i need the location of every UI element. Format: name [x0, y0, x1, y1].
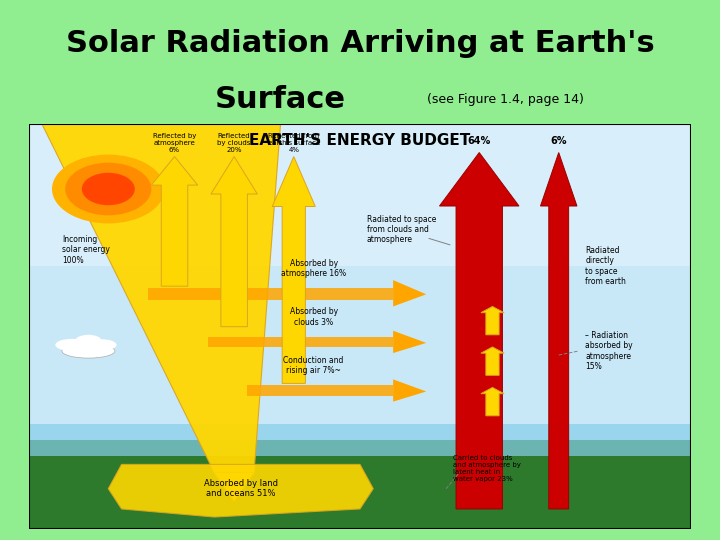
Text: 6%: 6% [551, 137, 567, 146]
Polygon shape [393, 379, 426, 402]
Polygon shape [481, 347, 504, 375]
Polygon shape [108, 464, 373, 517]
Text: Absorbed by land
and oceans 51%: Absorbed by land and oceans 51% [204, 479, 278, 498]
Circle shape [82, 173, 135, 205]
Polygon shape [541, 152, 577, 509]
Bar [29, 424, 691, 456]
Polygon shape [211, 157, 257, 327]
Text: Carried to clouds
and atmosphere by
latent heat in
water vapor 23%: Carried to clouds and atmosphere by late… [453, 455, 521, 482]
Polygon shape [393, 330, 426, 353]
Text: Reflected by
atmosphere
6%: Reflected by atmosphere 6% [153, 132, 197, 152]
Text: Solar Radiation Arriving at Earth's: Solar Radiation Arriving at Earth's [66, 29, 654, 58]
Polygon shape [42, 124, 281, 472]
Text: Incoming
solar energy
100%: Incoming solar energy 100% [62, 235, 109, 265]
Text: EARTH'S ENERGY BUDGET: EARTH'S ENERGY BUDGET [249, 133, 471, 148]
Bar [248, 386, 393, 395]
Ellipse shape [87, 339, 117, 350]
Polygon shape [439, 152, 519, 509]
Text: Absorbed by
clouds 3%: Absorbed by clouds 3% [289, 307, 338, 327]
Text: Reflected
by clouds
20%: Reflected by clouds 20% [217, 132, 251, 152]
Text: 64%: 64% [467, 137, 491, 146]
Text: Radiated
directly
to space
from earth: Radiated directly to space from earth [585, 246, 626, 286]
Ellipse shape [62, 344, 115, 358]
Circle shape [66, 163, 151, 215]
Polygon shape [393, 280, 426, 306]
Bar [29, 124, 691, 266]
Text: Reflected from
earth's surface
4%: Reflected from earth's surface 4% [268, 132, 320, 152]
Ellipse shape [55, 339, 89, 351]
Ellipse shape [75, 335, 102, 347]
Text: Absorbed by
atmosphere 16%: Absorbed by atmosphere 16% [281, 259, 346, 278]
Bar [148, 288, 393, 300]
Text: Conduction and
rising air 7%~: Conduction and rising air 7%~ [284, 356, 344, 375]
Polygon shape [151, 157, 198, 286]
Bar [29, 440, 691, 529]
Text: Radiated to space
from clouds and
atmosphere: Radiated to space from clouds and atmosp… [366, 214, 436, 245]
Polygon shape [272, 157, 315, 383]
Bar [207, 337, 393, 347]
Bar [29, 124, 691, 440]
Polygon shape [215, 472, 254, 501]
Text: – Radiation
absorbed by
atmosphere
15%: – Radiation absorbed by atmosphere 15% [585, 331, 633, 371]
Circle shape [52, 154, 165, 224]
Polygon shape [481, 306, 504, 335]
Text: (see Figure 1.4, page 14): (see Figure 1.4, page 14) [427, 93, 584, 106]
Polygon shape [481, 388, 504, 416]
Text: Surface: Surface [215, 85, 346, 114]
